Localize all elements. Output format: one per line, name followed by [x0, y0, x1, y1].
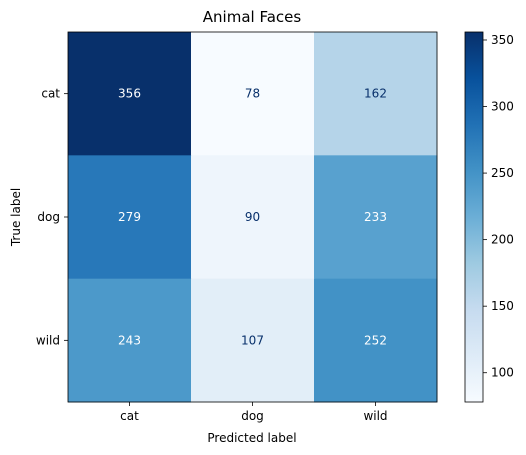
- cell-value-label: 252: [364, 333, 387, 347]
- y-axis-label: True label: [9, 188, 23, 247]
- cell-value-label: 233: [364, 210, 387, 224]
- heatmap-cell: [191, 278, 315, 403]
- cell-value-label: 356: [118, 87, 141, 101]
- cell-value-label: 78: [245, 87, 260, 101]
- heatmap-cell: [68, 32, 192, 156]
- heatmap-cell: [314, 32, 438, 156]
- x-axis-label: Predicted label: [207, 431, 296, 445]
- colorbar-frame: [464, 31, 484, 403]
- cell-value-label: 243: [118, 333, 141, 347]
- colorbar-tick-label: 150: [491, 299, 514, 313]
- y-tick-label: cat: [41, 87, 60, 101]
- colorbar-tick-label: 250: [491, 166, 514, 180]
- x-tick-label: cat: [120, 409, 139, 423]
- heatmap-cell: [191, 32, 315, 156]
- colorbar-tick-label: 350: [491, 33, 514, 47]
- heatmap-grid: 356 78 162 279 90 233 243 107 252: [68, 32, 438, 403]
- colorbar-tick-label: 100: [491, 366, 514, 380]
- y-tick-label: dog: [37, 210, 60, 224]
- cell-value-label: 90: [245, 210, 260, 224]
- cell-value-label: 107: [241, 333, 264, 347]
- x-tick-label: wild: [363, 409, 387, 423]
- colorbar-tick-label: 200: [491, 233, 514, 247]
- x-tick-label: dog: [241, 409, 264, 423]
- y-tick-label: wild: [36, 333, 60, 347]
- colorbar-tick-label: 300: [491, 100, 514, 114]
- y-axis-ticks: cat dog wild: [36, 87, 68, 347]
- colorbar-ticks: 100 150 200 250 300 350: [483, 33, 514, 380]
- heatmap-cell: [314, 155, 438, 280]
- chart-title: Animal Faces: [203, 8, 302, 26]
- heatmap-cell: [314, 278, 438, 403]
- heatmap-cell: [68, 155, 192, 280]
- colorbar-gradient: [465, 32, 483, 402]
- cell-value-label: 162: [364, 87, 387, 101]
- heatmap-cell: [68, 278, 192, 403]
- heatmap-cell: [191, 155, 315, 280]
- x-axis-ticks: cat dog wild: [120, 402, 388, 423]
- cell-value-label: 279: [118, 210, 141, 224]
